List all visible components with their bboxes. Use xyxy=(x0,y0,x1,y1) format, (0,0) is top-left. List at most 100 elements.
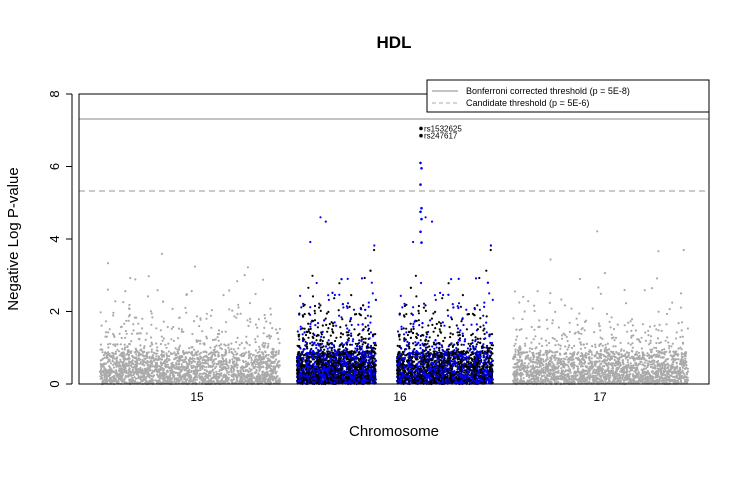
snp-point xyxy=(243,347,246,350)
snp-point xyxy=(301,350,304,353)
snp-point xyxy=(192,359,195,362)
snp-point xyxy=(164,343,167,346)
snp-point xyxy=(235,374,238,377)
snp-point xyxy=(107,331,110,334)
snp-point xyxy=(172,325,175,329)
snp-point xyxy=(298,345,301,348)
chart-title: HDL xyxy=(377,33,412,52)
snp-point xyxy=(338,314,341,317)
snp-point xyxy=(232,373,235,376)
snp-point xyxy=(147,275,150,278)
snp-point xyxy=(226,377,229,380)
snp-point xyxy=(268,370,272,373)
snp-point xyxy=(268,337,271,340)
snp-point xyxy=(249,317,252,320)
snp-point xyxy=(217,363,220,366)
snp-point xyxy=(253,381,256,384)
snp-point xyxy=(256,351,259,354)
snp-point xyxy=(263,317,267,320)
snp-point xyxy=(209,346,212,349)
snp-point xyxy=(307,372,310,375)
snp-point xyxy=(162,337,165,340)
snp-point xyxy=(106,354,109,358)
snp-point xyxy=(232,369,236,372)
snp-point xyxy=(206,370,209,373)
snp-point xyxy=(177,374,181,377)
snp-point xyxy=(352,351,355,354)
snp-point xyxy=(192,320,196,323)
snp-point xyxy=(143,364,146,367)
snp-point xyxy=(112,366,116,369)
snp-point xyxy=(141,317,144,320)
snp-point xyxy=(238,343,241,346)
snp-point xyxy=(228,289,231,292)
snp-point xyxy=(236,336,239,339)
snp-point xyxy=(102,354,105,357)
snp-point xyxy=(254,355,257,359)
snp-point xyxy=(208,352,211,355)
snp-point xyxy=(346,302,350,305)
snp-point xyxy=(173,364,176,367)
snp-point xyxy=(160,349,163,353)
snp-point xyxy=(148,366,151,369)
snp-point xyxy=(345,305,348,308)
snp-point xyxy=(339,343,342,346)
snp-point xyxy=(269,313,272,316)
snp-point xyxy=(346,341,349,344)
snp-point xyxy=(334,339,337,343)
snp-point xyxy=(367,324,370,327)
snp-point xyxy=(129,370,133,374)
snp-point xyxy=(276,380,279,383)
snp-point xyxy=(124,336,127,339)
snp-point xyxy=(312,368,315,371)
snp-point xyxy=(314,324,317,327)
snp-point xyxy=(337,348,340,351)
snp-point xyxy=(115,374,118,377)
snp-point xyxy=(340,373,343,376)
snp-point xyxy=(304,333,308,337)
snp-point xyxy=(373,365,376,368)
snp-point xyxy=(254,349,257,352)
snp-point xyxy=(319,352,323,355)
snp-point xyxy=(258,345,261,348)
snp-point xyxy=(264,342,267,345)
snp-point xyxy=(228,308,231,311)
snp-point xyxy=(207,356,210,360)
snp-point xyxy=(325,312,328,315)
snp-point xyxy=(169,372,172,375)
snp-point xyxy=(369,269,372,272)
snp-point xyxy=(364,317,367,320)
snp-point xyxy=(209,372,212,375)
snp-point xyxy=(270,373,273,376)
snp-point xyxy=(347,351,350,354)
snp-point xyxy=(373,248,376,252)
snp-point xyxy=(312,363,315,366)
snp-point xyxy=(213,367,217,370)
snp-point xyxy=(313,312,317,315)
snp-point xyxy=(242,370,245,373)
snp-point xyxy=(349,317,353,320)
snp-point xyxy=(232,378,236,381)
snp-point xyxy=(371,292,374,295)
snp-point xyxy=(360,336,363,339)
snp-point xyxy=(116,343,119,346)
snp-point xyxy=(210,358,213,361)
snp-point xyxy=(255,360,259,363)
snp-point xyxy=(306,353,309,356)
snp-point xyxy=(297,352,300,355)
snp-point xyxy=(335,336,338,339)
snp-point xyxy=(333,365,336,368)
snp-point xyxy=(368,352,371,355)
snp-point xyxy=(367,329,370,332)
snp-point xyxy=(126,345,129,348)
snp-point xyxy=(118,362,121,365)
snp-point xyxy=(264,351,267,354)
snp-point xyxy=(183,369,186,372)
snp-point xyxy=(346,277,349,280)
snp-point xyxy=(277,352,280,355)
snp-point xyxy=(109,376,112,380)
snp-point xyxy=(201,361,204,364)
snp-point xyxy=(269,307,272,310)
snp-point xyxy=(160,335,163,338)
